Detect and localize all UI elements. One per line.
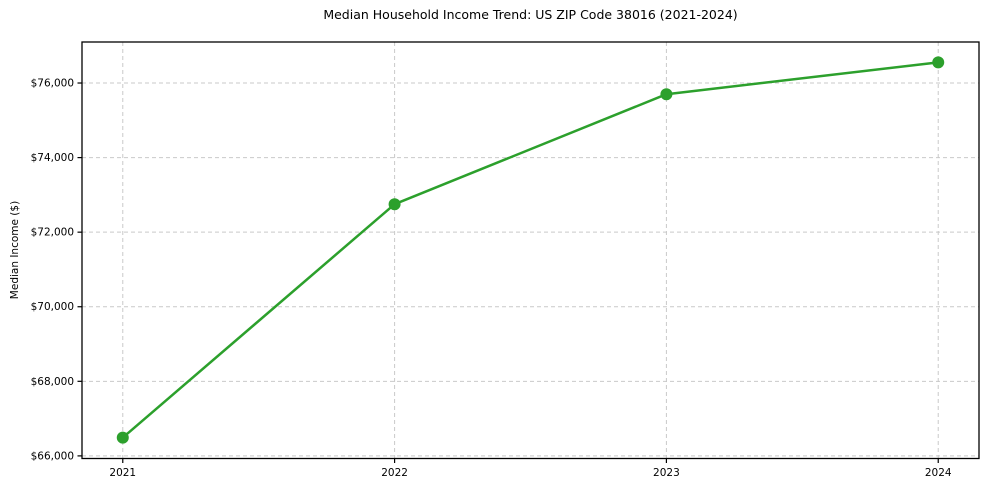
y-tick-label: $70,000 <box>31 301 74 313</box>
data-point-marker <box>388 198 401 211</box>
y-tick-label: $66,000 <box>31 450 74 462</box>
plot-border <box>81 41 980 460</box>
x-tick-label: 2023 <box>653 467 680 479</box>
x-tick-label: 2024 <box>925 467 952 479</box>
y-tick-label: $74,000 <box>31 152 74 164</box>
x-tick-label: 2021 <box>109 467 136 479</box>
y-tick-label: $68,000 <box>31 376 74 388</box>
y-tick-label: $72,000 <box>31 227 74 239</box>
data-point-marker <box>116 431 129 444</box>
chart-title: Median Household Income Trend: US ZIP Co… <box>323 7 738 22</box>
trend-line <box>121 61 940 439</box>
data-point-marker <box>932 56 945 69</box>
data-point-marker <box>660 88 673 101</box>
x-tick-label: 2022 <box>381 467 408 479</box>
y-tick-label: $76,000 <box>31 78 74 90</box>
